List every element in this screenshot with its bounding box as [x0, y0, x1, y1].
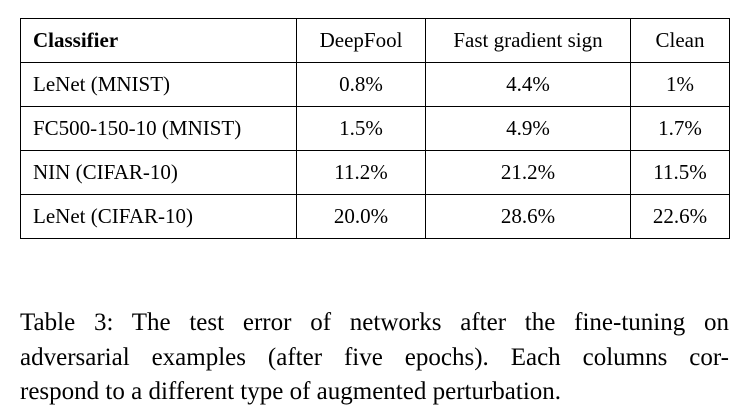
cell: FC500-150-10 (MNIST) [20, 106, 297, 151]
cell: LeNet (MNIST) [20, 62, 297, 107]
cell: 1% [630, 62, 730, 107]
table-row: LeNet (CIFAR-10) 20.0% 28.6% 22.6% [20, 194, 730, 239]
caption: Table 3: The test error of networks afte… [20, 306, 729, 410]
cell: 4.4% [425, 62, 631, 107]
cell: 21.2% [425, 150, 631, 195]
cell: 20.0% [296, 194, 426, 239]
cell: 11.5% [630, 150, 730, 195]
header-cell: DeepFool [296, 18, 426, 63]
header-cell: Clean [630, 18, 730, 63]
results-table: Classifier DeepFool Fast gradient sign Clea… [20, 18, 730, 239]
table-row: LeNet (MNIST) 0.8% 4.4% 1% [20, 62, 730, 107]
caption-line: adversarial examples (after five epochs)… [20, 343, 729, 371]
header-cell: Fast gradient sign [425, 18, 631, 63]
cell: 28.6% [425, 194, 631, 239]
cell: 0.8% [296, 62, 426, 107]
cell: 4.9% [425, 106, 631, 151]
table-row: FC500-150-10 (MNIST) 1.5% 4.9% 1.7% [20, 106, 730, 151]
cell: 11.2% [296, 150, 426, 195]
header-row: Classifier DeepFool Fast gradient sign Clea… [20, 18, 730, 63]
cell: 22.6% [630, 194, 730, 239]
cell: 1.7% [630, 106, 730, 151]
header-cell: Classifier [20, 18, 297, 63]
caption-line: respond to a different type of augmented… [20, 378, 562, 405]
cell: NIN (CIFAR-10) [20, 150, 297, 195]
cell: LeNet (CIFAR-10) [20, 194, 297, 239]
cell: 1.5% [296, 106, 426, 151]
caption-line: Table 3: The test error of networks afte… [20, 309, 729, 336]
table-row: NIN (CIFAR-10) 11.2% 21.2% 11.5% [20, 150, 730, 195]
